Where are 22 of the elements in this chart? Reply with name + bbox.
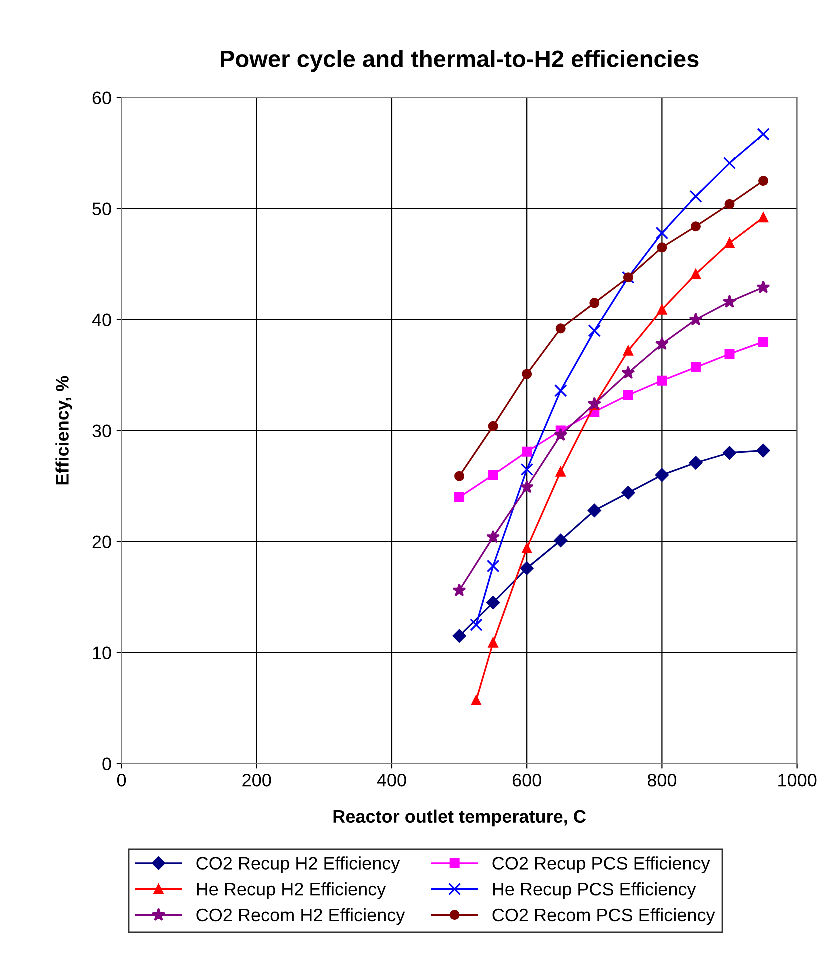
legend-label: He Recup H2 Efficiency bbox=[197, 882, 386, 900]
y-tick-label: 30 bbox=[92, 424, 112, 438]
y-tick-label: 40 bbox=[92, 314, 112, 327]
y-axis-title: Efficiency, % bbox=[56, 376, 73, 485]
y-tick-label: 60 bbox=[92, 92, 112, 105]
x-tick-label: 400 bbox=[377, 774, 406, 787]
legend-label: CO2 Recom PCS Efficiency bbox=[492, 908, 716, 926]
legend-label: He Recup PCS Efficiency bbox=[493, 882, 696, 900]
x-tick-label: 200 bbox=[242, 774, 272, 787]
legend-label: CO2 Recup PCS Efficiency bbox=[492, 856, 710, 874]
y-tick-label: 20 bbox=[92, 536, 112, 549]
x-tick-label: 800 bbox=[648, 774, 677, 787]
y-tick-label: 50 bbox=[92, 202, 112, 216]
legend-label: CO2 Recup H2 Efficiency bbox=[196, 856, 400, 874]
legend-label: CO2 Recom H2 Efficiency bbox=[196, 908, 406, 926]
chart-title: Power cycle and thermal-to-H2 efficiencies bbox=[221, 50, 699, 72]
x-tick-label: 600 bbox=[512, 774, 542, 787]
y-tick-label: 0 bbox=[102, 758, 112, 771]
x-axis-title: Reactor outlet temperature, C bbox=[334, 810, 586, 827]
x-tick-label: 1000 bbox=[778, 774, 817, 787]
y-tick-label: 10 bbox=[93, 646, 112, 660]
x-tick-label: 0 bbox=[117, 774, 126, 787]
